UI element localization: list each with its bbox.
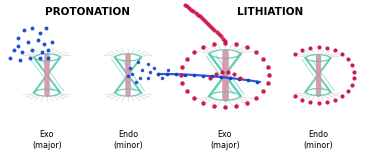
Text: Exo
(major): Exo (major)	[32, 130, 62, 150]
Text: Endo
(minor): Endo (minor)	[303, 130, 333, 150]
Text: Exo
(major): Exo (major)	[210, 130, 240, 150]
Text: Endo
(minor): Endo (minor)	[113, 130, 143, 150]
Text: LITHIATION: LITHIATION	[237, 7, 303, 17]
Text: PROTONATION: PROTONATION	[45, 7, 130, 17]
